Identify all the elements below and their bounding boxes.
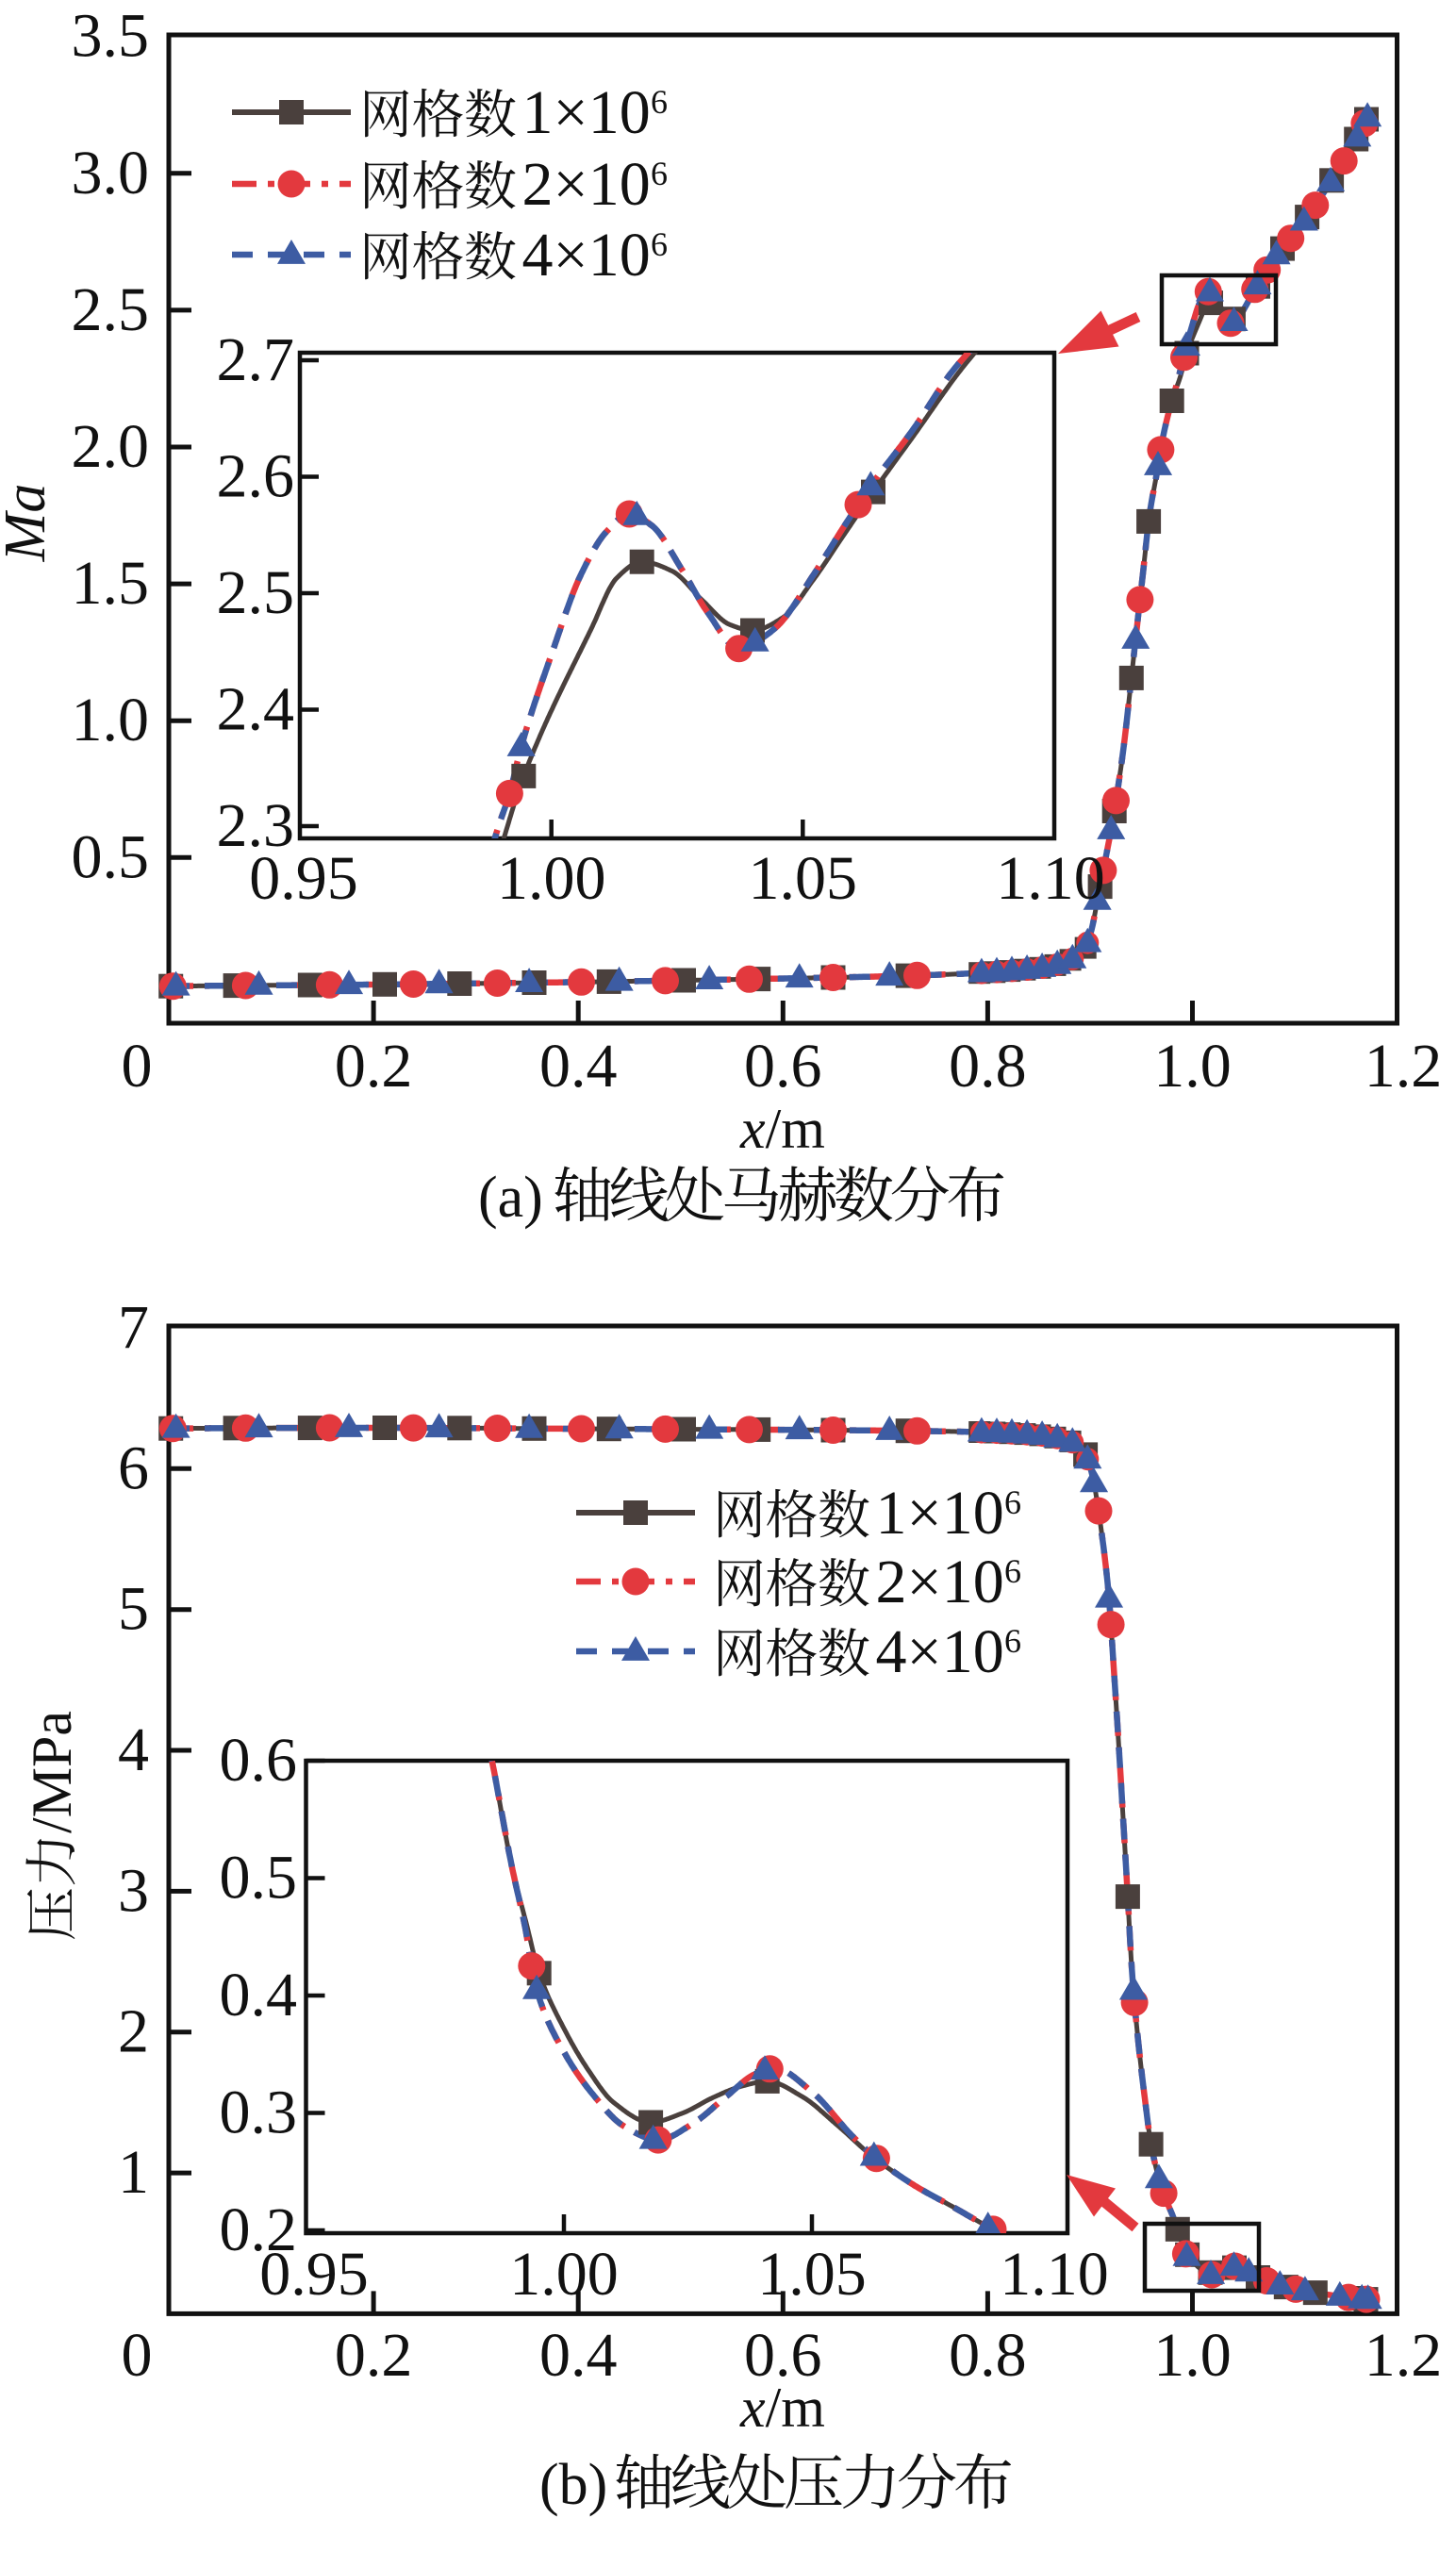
- svg-text:1.05: 1.05: [757, 2240, 867, 2309]
- svg-text:x/m: x/m: [739, 2377, 825, 2439]
- svg-text:3.0: 3.0: [72, 139, 150, 207]
- svg-text:5: 5: [118, 1575, 149, 1644]
- svg-text:1.00: 1.00: [497, 844, 606, 913]
- svg-text:(b): (b): [539, 2453, 607, 2517]
- svg-text:1×10: 1×10: [876, 1479, 1004, 1548]
- svg-text:2.6: 2.6: [217, 442, 295, 511]
- svg-text:0.8: 0.8: [949, 2321, 1027, 2390]
- svg-text:1.0: 1.0: [1153, 1032, 1232, 1101]
- svg-text:7: 7: [118, 1293, 149, 1362]
- svg-text:0.4: 0.4: [539, 2321, 618, 2390]
- svg-text:2.5: 2.5: [72, 275, 150, 344]
- svg-text:2.7: 2.7: [217, 325, 295, 394]
- svg-text:1.0: 1.0: [1153, 2321, 1232, 2390]
- svg-text:0.2: 0.2: [335, 2321, 413, 2390]
- svg-text:1×10: 1×10: [522, 78, 651, 147]
- svg-text:1: 1: [118, 2138, 149, 2207]
- svg-text:2: 2: [118, 1997, 149, 2066]
- svg-text:0.5: 0.5: [220, 1844, 298, 1913]
- svg-text:0.5: 0.5: [72, 822, 150, 891]
- svg-text:1.10: 1.10: [996, 844, 1105, 913]
- svg-text:2×10: 2×10: [876, 1548, 1004, 1616]
- svg-text:0.8: 0.8: [949, 1032, 1027, 1101]
- svg-text:0.95: 0.95: [249, 844, 358, 913]
- svg-text:0.6: 0.6: [744, 2321, 822, 2390]
- svg-text:(a): (a): [478, 1166, 543, 1230]
- svg-text:x/m: x/m: [739, 1098, 825, 1160]
- svg-text:0.2: 0.2: [220, 2195, 298, 2264]
- svg-text:2.4: 2.4: [217, 675, 295, 744]
- svg-text:0: 0: [122, 1032, 153, 1101]
- svg-text:0.4: 0.4: [539, 1032, 618, 1101]
- svg-text:3: 3: [118, 1856, 149, 1925]
- svg-text:1.2: 1.2: [1365, 2321, 1443, 2390]
- svg-text:1.5: 1.5: [72, 549, 150, 618]
- svg-text:0.4: 0.4: [220, 1961, 298, 2029]
- svg-text:4×10: 4×10: [876, 1617, 1004, 1686]
- svg-text:0.2: 0.2: [335, 1032, 413, 1101]
- svg-text:/MPa: /MPa: [21, 1711, 83, 1833]
- svg-text:0: 0: [122, 2321, 153, 2390]
- svg-text:0.3: 0.3: [220, 2079, 298, 2147]
- svg-text:3.5: 3.5: [72, 2, 150, 71]
- svg-text:0.95: 0.95: [259, 2240, 369, 2309]
- svg-text:6: 6: [1004, 1483, 1021, 1521]
- svg-text:6: 6: [651, 83, 668, 121]
- svg-text:2.0: 2.0: [72, 412, 150, 481]
- svg-text:0.6: 0.6: [220, 1726, 298, 1795]
- svg-text:4×10: 4×10: [522, 221, 651, 290]
- svg-text:1.0: 1.0: [72, 686, 150, 754]
- svg-text:2×10: 2×10: [522, 150, 651, 219]
- svg-text:1.05: 1.05: [749, 844, 858, 913]
- svg-text:2.5: 2.5: [217, 558, 295, 627]
- svg-text:6: 6: [118, 1433, 149, 1502]
- svg-text:6: 6: [651, 225, 668, 263]
- svg-text:6: 6: [1004, 1552, 1021, 1590]
- svg-text:6: 6: [651, 155, 668, 192]
- svg-text:1.2: 1.2: [1365, 1032, 1443, 1101]
- svg-text:0.6: 0.6: [744, 1032, 822, 1101]
- svg-text:Ma: Ma: [0, 484, 58, 563]
- svg-text:2.3: 2.3: [217, 791, 295, 860]
- svg-text:1.00: 1.00: [509, 2240, 619, 2309]
- svg-text:6: 6: [1004, 1622, 1021, 1660]
- svg-text:1.10: 1.10: [1000, 2240, 1109, 2309]
- svg-text:4: 4: [118, 1715, 149, 1784]
